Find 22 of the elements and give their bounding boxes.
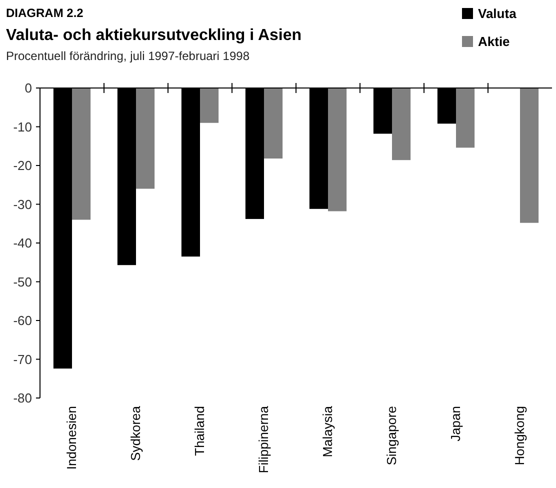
y-tick-label: -30 — [13, 196, 32, 212]
text: Procentuell förändring, juli 1997-februari 1998 — [6, 49, 250, 63]
x-tick-label: Indonesien — [64, 406, 79, 470]
y-tick-label: -40 — [13, 236, 32, 251]
y-tick-label: -10 — [13, 119, 32, 134]
y-tick-label: -70 — [13, 352, 32, 367]
x-tick-label: Sydkorea — [128, 405, 143, 461]
y-tick-label: -60 — [13, 313, 32, 328]
x-tick-label: Hongkong — [512, 406, 527, 466]
y-tick-label: -20 — [13, 158, 32, 174]
x-tick-label: Thailand — [192, 406, 207, 456]
chart-title: DIAGRAM 2.2 — [6, 6, 84, 20]
y-tick-label: -50 — [13, 274, 32, 290]
y-tick-label: -80 — [13, 390, 32, 406]
x-tick-label: Filippinerna — [256, 405, 271, 474]
chart-subtitle: Valuta- och aktiekursutveckling i Asien — [6, 27, 302, 44]
legend-label: Aktie — [478, 34, 510, 49]
y-tick-label: 0 — [24, 80, 32, 96]
x-tick-label: Japan — [448, 406, 463, 442]
x-tick-label: Malaysia — [320, 405, 335, 458]
x-tick-label: Singapore — [384, 406, 399, 466]
legend-label: Valuta — [478, 6, 518, 21]
